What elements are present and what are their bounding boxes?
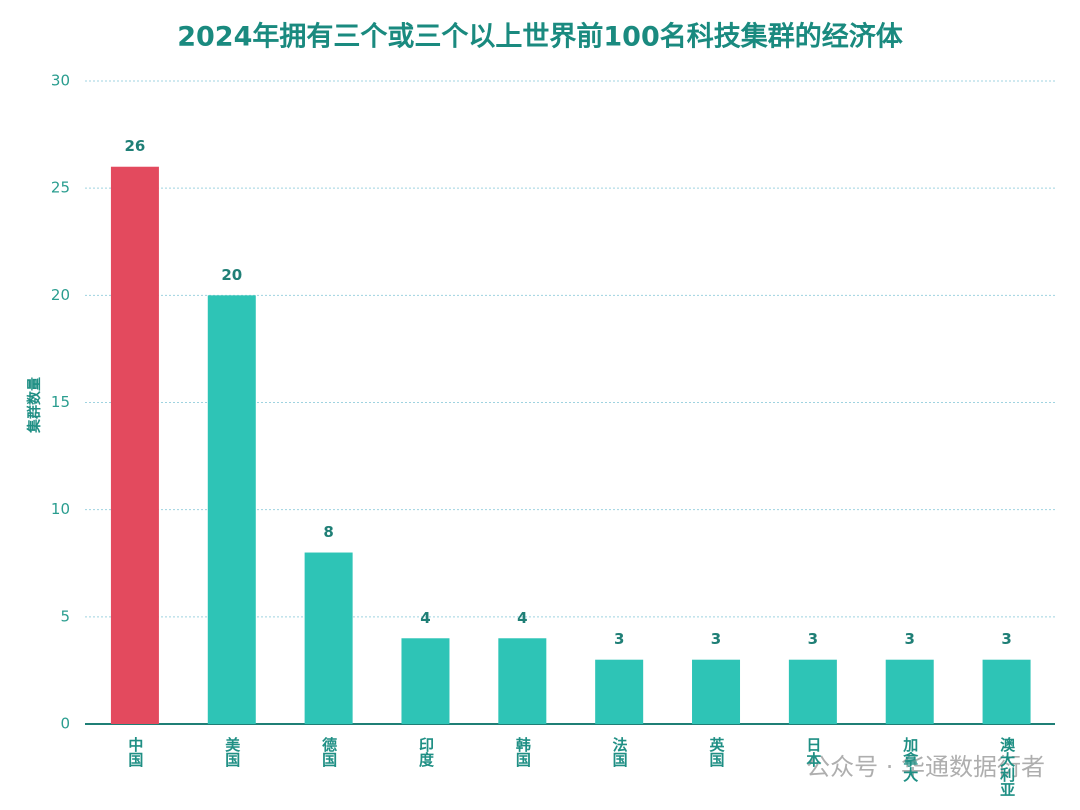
- value-label: 4: [420, 609, 430, 627]
- bar: [498, 638, 547, 724]
- bar: [304, 552, 353, 724]
- bar: [110, 166, 159, 724]
- value-label: 4: [517, 609, 527, 627]
- y-tick-label: 25: [51, 179, 70, 197]
- value-label: 3: [1001, 630, 1011, 648]
- bar: [885, 659, 934, 724]
- bar: [401, 638, 450, 724]
- value-label: 3: [808, 630, 818, 648]
- value-label: 3: [711, 630, 721, 648]
- x-tick-label: 印度: [417, 736, 435, 768]
- chart-title: 2024年拥有三个或三个以上世界前100名科技集群的经济体: [177, 21, 904, 53]
- value-label: 26: [124, 137, 145, 155]
- value-label: 3: [905, 630, 915, 648]
- y-tick-label: 5: [60, 607, 70, 625]
- y-tick-label: 20: [51, 286, 70, 304]
- bar: [788, 659, 837, 724]
- x-tick-label: 加拿大: [901, 737, 919, 783]
- y-tick-label: 15: [51, 393, 70, 411]
- bar: [595, 659, 644, 724]
- y-axis-label: 集群数量: [26, 377, 43, 434]
- x-tick-label: 法国: [611, 736, 629, 768]
- value-label: 8: [323, 523, 333, 541]
- x-tick-label: 日本: [804, 737, 822, 768]
- x-tick-label: 澳大利亚: [998, 736, 1016, 797]
- y-tick-label: 30: [51, 72, 70, 90]
- watermark: 公众号 · 华通数据衍者: [806, 753, 1045, 781]
- bar: [207, 295, 256, 724]
- y-tick-label: 0: [60, 715, 70, 733]
- value-label: 20: [221, 266, 242, 284]
- x-tick-label: 德国: [320, 736, 338, 768]
- bar: [692, 659, 741, 724]
- x-tick-label: 美国: [223, 736, 241, 768]
- x-tick-label: 英国: [708, 736, 726, 768]
- bar: [982, 659, 1031, 724]
- value-label: 3: [614, 630, 624, 648]
- x-tick-label: 中国: [126, 736, 144, 768]
- x-tick-label: 韩国: [514, 736, 532, 768]
- y-tick-label: 10: [51, 500, 70, 518]
